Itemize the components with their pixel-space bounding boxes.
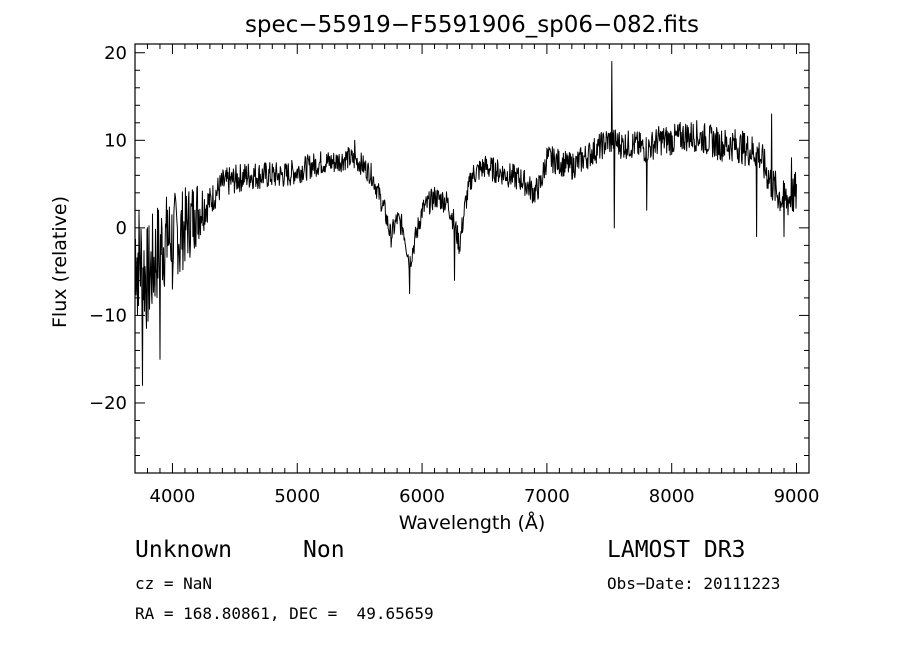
y-tick-label: 0 xyxy=(116,218,127,239)
obs-date: Obs−Date: 20111223 xyxy=(607,574,781,593)
coordinates: RA = 168.80861, DEC = 49.65659 xyxy=(135,604,434,623)
x-axis-label: Wavelength (Å) xyxy=(399,511,546,534)
x-tick-label: 4000 xyxy=(150,486,196,507)
x-tick-label: 9000 xyxy=(774,486,820,507)
chart-title: spec−55919−F5591906_sp06−082.fits xyxy=(245,12,699,38)
y-tick-label: 10 xyxy=(104,130,127,151)
x-tick-label: 6000 xyxy=(399,486,445,507)
subclass-label: Non xyxy=(303,537,345,563)
flux-series-line xyxy=(134,61,797,386)
y-axis: −20 −10 0 10 20 xyxy=(89,43,809,474)
x-tick-label: 5000 xyxy=(274,486,320,507)
x-tick-label: 7000 xyxy=(524,486,570,507)
survey-label: LAMOST DR3 xyxy=(607,537,746,563)
x-tick-label: 8000 xyxy=(649,486,695,507)
y-tick-label: −10 xyxy=(89,305,127,326)
x-axis: 4000 5000 6000 7000 8000 9000 xyxy=(134,44,820,507)
y-tick-label: 20 xyxy=(104,43,127,64)
y-tick-label: −20 xyxy=(89,393,127,414)
cz-value: cz = NaN xyxy=(135,574,213,593)
class-label: Unknown xyxy=(135,537,232,563)
y-axis-label: Flux (relative) xyxy=(49,196,71,328)
plot-frame xyxy=(134,43,810,474)
